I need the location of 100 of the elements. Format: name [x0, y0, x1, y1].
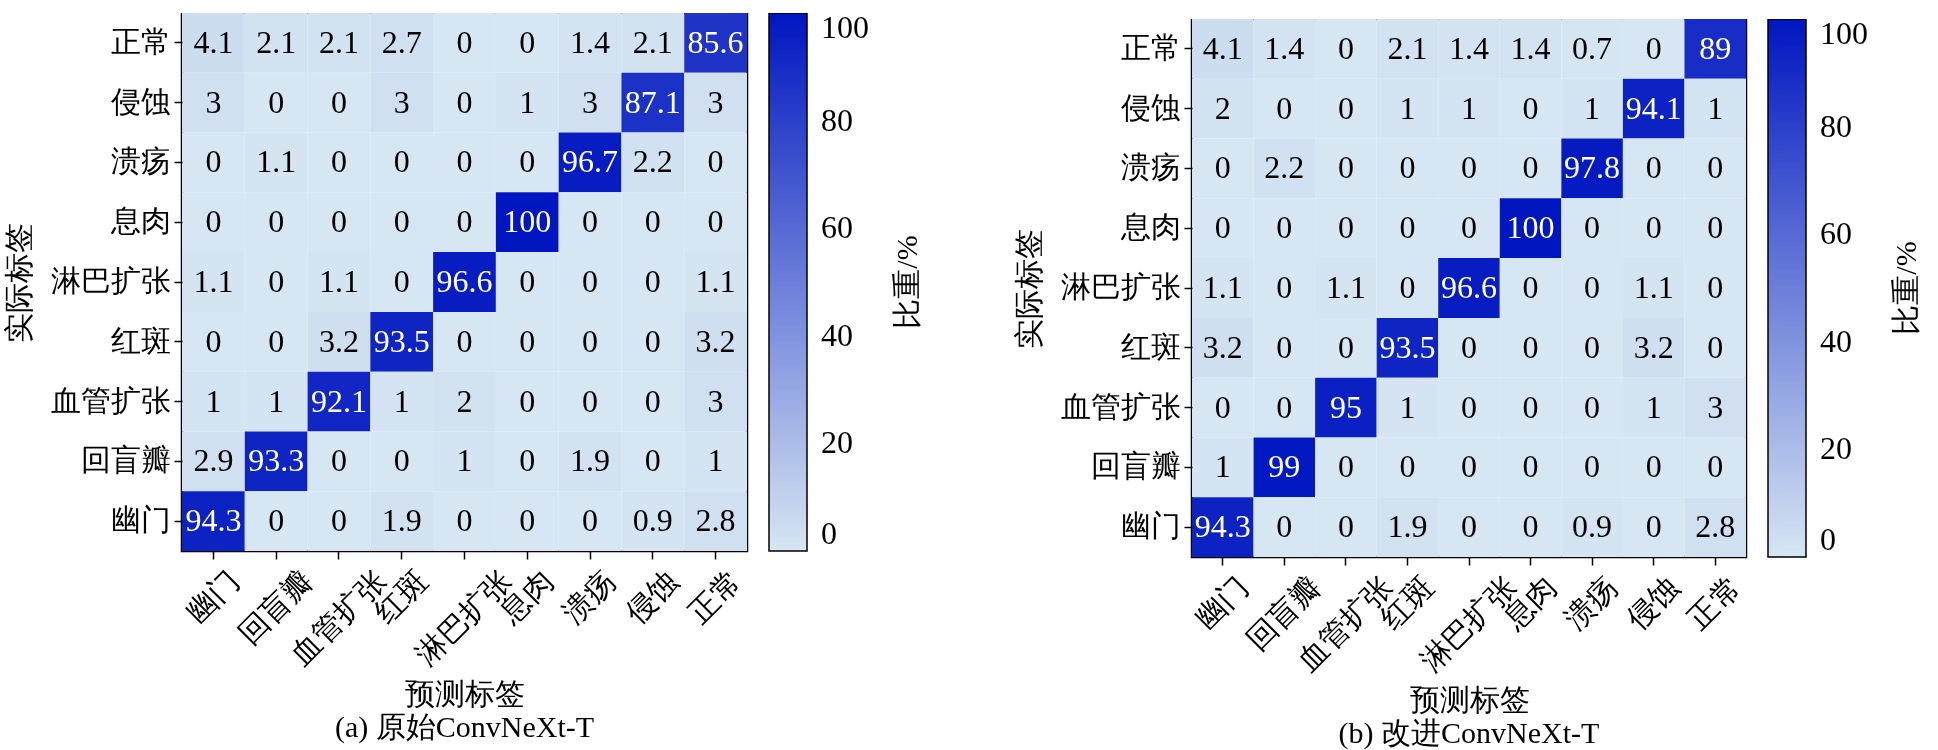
y-tick-label: 血管扩张 [50, 383, 171, 417]
x-axis-title: 预测标签 [405, 676, 525, 710]
data-label: 0 [707, 203, 724, 240]
data-label: 0 [707, 143, 724, 180]
data-label: 0 [582, 502, 599, 539]
data-label: 0 [1276, 89, 1293, 126]
data-label: 0 [1707, 209, 1724, 246]
data-label: 0 [1522, 388, 1539, 425]
data-label: 0 [1707, 328, 1724, 365]
data-label: 0 [644, 442, 661, 479]
data-label: 3.2 [695, 322, 736, 359]
data-label: 2.1 [256, 23, 297, 60]
data-label: 0 [205, 143, 222, 180]
y-tick-label: 血管扩张 [1060, 389, 1181, 423]
data-label: 0 [1645, 209, 1662, 246]
data-label: 1.1 [1202, 269, 1243, 305]
data-label: 0 [1276, 209, 1293, 246]
y-tick-label: 息肉 [109, 204, 171, 238]
data-label: 1 [1707, 89, 1724, 126]
data-label: 0 [1461, 149, 1477, 186]
data-label: 3 [707, 83, 724, 120]
data-label: 0 [1461, 209, 1477, 246]
data-label: 87.1 [624, 83, 681, 120]
data-label: 1.1 [1633, 269, 1674, 305]
color-bar-label: 20 [821, 424, 853, 461]
y-tick-label: 淋巴扩张 [50, 264, 171, 297]
color-bar-label: 40 [1820, 322, 1852, 359]
data-label: 0 [1337, 89, 1354, 126]
data-label: 1 [1399, 89, 1416, 126]
data-label: 1 [1645, 388, 1662, 425]
data-label: 0 [1645, 448, 1662, 485]
data-label: 3 [707, 382, 724, 419]
data-label: 0 [1522, 508, 1539, 545]
data-label: 0 [393, 143, 410, 180]
data-label: 0 [1522, 269, 1539, 305]
data-label: 0 [1276, 328, 1293, 365]
data-label: 97.8 [1564, 149, 1621, 186]
color-bar-label: 80 [821, 101, 853, 138]
data-label: 1.4 [1449, 29, 1489, 66]
data-label: 2 [1214, 89, 1231, 126]
data-label: 0 [1337, 328, 1354, 365]
data-label: 0 [1707, 149, 1724, 186]
y-tick-label: 侵蚀 [110, 84, 171, 118]
data-label: 0 [1276, 508, 1293, 545]
data-label: 2.1 [318, 23, 359, 60]
data-label: 1 [519, 83, 536, 120]
data-label: 3 [1707, 388, 1724, 425]
data-label: 2.8 [695, 502, 736, 539]
color-bar-label: 40 [821, 316, 853, 353]
data-label: 0 [1276, 388, 1293, 425]
y-tick-label: 息肉 [1119, 210, 1181, 244]
data-label: 1.9 [1387, 508, 1428, 545]
data-label: 1 [1461, 89, 1477, 126]
data-label: 0 [1522, 149, 1539, 186]
data-label: 1.1 [695, 263, 736, 299]
data-label: 0 [1276, 269, 1293, 305]
data-label: 1 [205, 382, 222, 419]
data-label: 100 [503, 203, 552, 240]
data-label: 0 [205, 203, 222, 240]
color-bar-label: 0 [1820, 521, 1836, 557]
data-label: 1.1 [256, 143, 297, 180]
data-label: 0 [268, 502, 285, 539]
data-label: 2.1 [1387, 29, 1428, 66]
data-label: 0 [582, 322, 599, 359]
data-label: 0 [644, 263, 661, 299]
data-label: 1.9 [381, 502, 422, 539]
color-bar-title: 比重/% [1889, 241, 1922, 335]
color-bar-label: 0 [821, 515, 837, 551]
color-bar-label: 20 [1820, 430, 1852, 467]
data-label: 3 [582, 83, 599, 120]
data-label: 0.9 [1572, 508, 1613, 545]
data-label: 1 [707, 442, 724, 479]
data-label: 0 [1337, 29, 1354, 66]
data-label: 0 [1214, 149, 1231, 186]
data-label: 1.4 [1264, 29, 1305, 66]
text: (a) 原始ConvNeXt-T [334, 710, 595, 745]
data-label: 3.2 [1633, 328, 1674, 365]
data-label: 3 [205, 83, 222, 120]
data-label: 2 [456, 382, 473, 419]
data-label: 0 [644, 322, 661, 359]
y-tick-label: 溃疡 [110, 144, 171, 178]
data-label: 0 [1461, 448, 1477, 485]
y-tick-label: 红斑 [1120, 329, 1181, 363]
data-label: 0 [1214, 388, 1231, 425]
data-label: 2.9 [193, 442, 234, 479]
data-label: 0 [1399, 448, 1416, 485]
data-label: 0 [330, 442, 347, 479]
data-label: 0 [1584, 269, 1601, 305]
y-tick-label: 溃疡 [1120, 150, 1181, 184]
color-bar-label: 60 [821, 209, 853, 246]
data-label: 96.7 [562, 143, 619, 180]
data-label: 3.2 [1202, 328, 1243, 365]
y-tick-label: 侵蚀 [1120, 90, 1181, 124]
data-label: 85.6 [687, 23, 744, 60]
data-label: 1.9 [570, 442, 611, 479]
y-tick-label: 正常 [1120, 30, 1181, 64]
data-label: 0 [1645, 149, 1662, 186]
data-label: 0 [268, 263, 285, 299]
y-tick-label: 幽门 [110, 503, 171, 537]
y-axis-title: 实际标签 [1011, 228, 1045, 349]
